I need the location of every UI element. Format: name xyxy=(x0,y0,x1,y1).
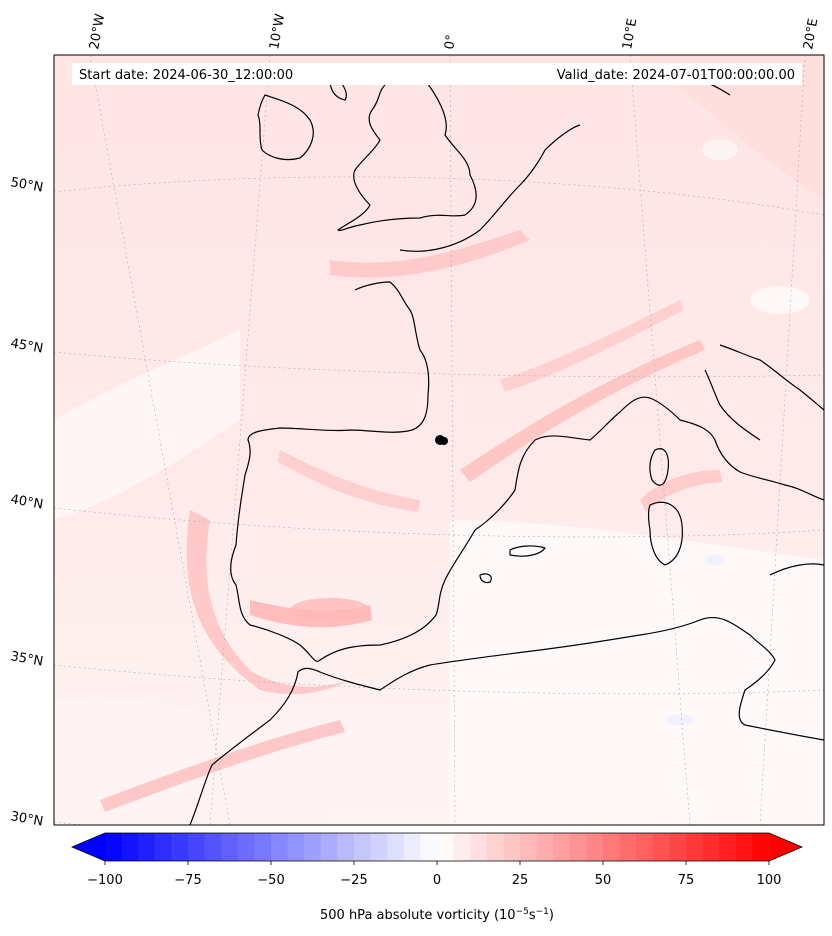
cb-label-end: ) xyxy=(549,908,554,923)
colorbar-label: 500 hPa absolute vorticity (10−5s−1) xyxy=(320,907,554,923)
colorbar-segment xyxy=(320,833,338,861)
valid-date-label: Valid_date: 2024-07-01T00:00:00.00 xyxy=(557,68,795,83)
cb-tick-5: 25 xyxy=(512,873,529,888)
colorbar-segment xyxy=(420,833,438,861)
colorbar-segment xyxy=(237,833,255,861)
header-box xyxy=(72,63,802,85)
lon-label-10w: 10°W xyxy=(267,13,288,51)
plot-frame xyxy=(53,54,825,826)
colorbar-segment xyxy=(669,833,687,861)
colorbar-segment xyxy=(453,833,471,861)
colorbar-segment xyxy=(520,833,538,861)
cb-tick-1: −75 xyxy=(174,873,201,888)
colorbar-segment xyxy=(470,833,488,861)
colorbar-segment xyxy=(652,833,670,861)
cb-tick-2: −50 xyxy=(257,873,284,888)
cb-label-main: 500 hPa absolute vorticity (10 xyxy=(320,908,516,923)
colorbar-segment xyxy=(735,833,753,861)
graticule xyxy=(54,55,824,825)
colorbar-segment xyxy=(569,833,587,861)
colorbar-segment xyxy=(486,833,504,861)
location-marker-2 xyxy=(440,437,448,445)
lon-label-20e: 20°E xyxy=(801,17,821,50)
lat-label-45n: 45°N xyxy=(9,336,44,356)
colorbar-segment xyxy=(503,833,521,861)
cb-tick-4: 0 xyxy=(433,873,441,888)
colorbar-segment xyxy=(702,833,720,861)
colorbar xyxy=(70,832,804,865)
colorbar-segment xyxy=(370,833,388,861)
cb-tick-7: 75 xyxy=(678,873,695,888)
colorbar-segment xyxy=(188,833,206,861)
colorbar-segment xyxy=(354,833,372,861)
lat-label-40n: 40°N xyxy=(9,492,44,512)
colorbar-segment xyxy=(619,833,637,861)
lat-label-50n: 50°N xyxy=(9,175,44,195)
lon-label-20w: 20°W xyxy=(87,13,108,51)
colorbar-segment xyxy=(603,833,621,861)
colorbar-segment xyxy=(337,833,355,861)
cb-tick-6: 50 xyxy=(595,873,612,888)
colorbar-extend-min xyxy=(72,833,105,861)
colorbar-segment xyxy=(437,833,455,861)
colorbar-segment xyxy=(138,833,156,861)
cb-label-exp1: −5 xyxy=(516,907,529,917)
cb-tick-3: −25 xyxy=(340,873,367,888)
lon-label-10e: 10°E xyxy=(620,17,640,50)
colorbar-segment xyxy=(752,833,770,861)
colorbar-segment xyxy=(154,833,172,861)
colorbar-segment xyxy=(403,833,421,861)
cb-tick-8: 100 xyxy=(757,873,782,888)
colorbar-ticks: −100 −75 −50 −25 0 25 50 75 100 xyxy=(87,873,781,888)
colorbar-segment xyxy=(121,833,139,861)
lat-label-35n: 35°N xyxy=(9,649,44,669)
colorbar-segment xyxy=(287,833,305,861)
colorbar-segment xyxy=(586,833,604,861)
colorbar-segment xyxy=(553,833,571,861)
colorbar-segment xyxy=(536,833,554,861)
lon-label-0: 0° xyxy=(442,34,459,51)
colorbar-segment xyxy=(171,833,189,861)
colorbar-segment xyxy=(387,833,405,861)
colorbar-segment xyxy=(271,833,289,861)
colorbar-segment xyxy=(254,833,272,861)
colorbar-extend-max xyxy=(769,833,802,861)
colorbar-segment xyxy=(204,833,222,861)
cb-tick-0: −100 xyxy=(87,873,123,888)
colorbar-segment xyxy=(636,833,654,861)
lat-label-30n: 30°N xyxy=(9,809,44,829)
colorbar-segment xyxy=(686,833,704,861)
colorbar-segment xyxy=(221,833,239,861)
colorbar-segment xyxy=(719,833,737,861)
start-date-label: Start date: 2024-06-30_12:00:00 xyxy=(79,68,293,83)
colorbar-segment xyxy=(304,833,322,861)
colorbar-segment xyxy=(105,833,123,861)
cb-label-mid: s xyxy=(529,908,536,923)
cb-label-exp2: −1 xyxy=(536,907,549,917)
vorticity-field xyxy=(54,55,824,825)
